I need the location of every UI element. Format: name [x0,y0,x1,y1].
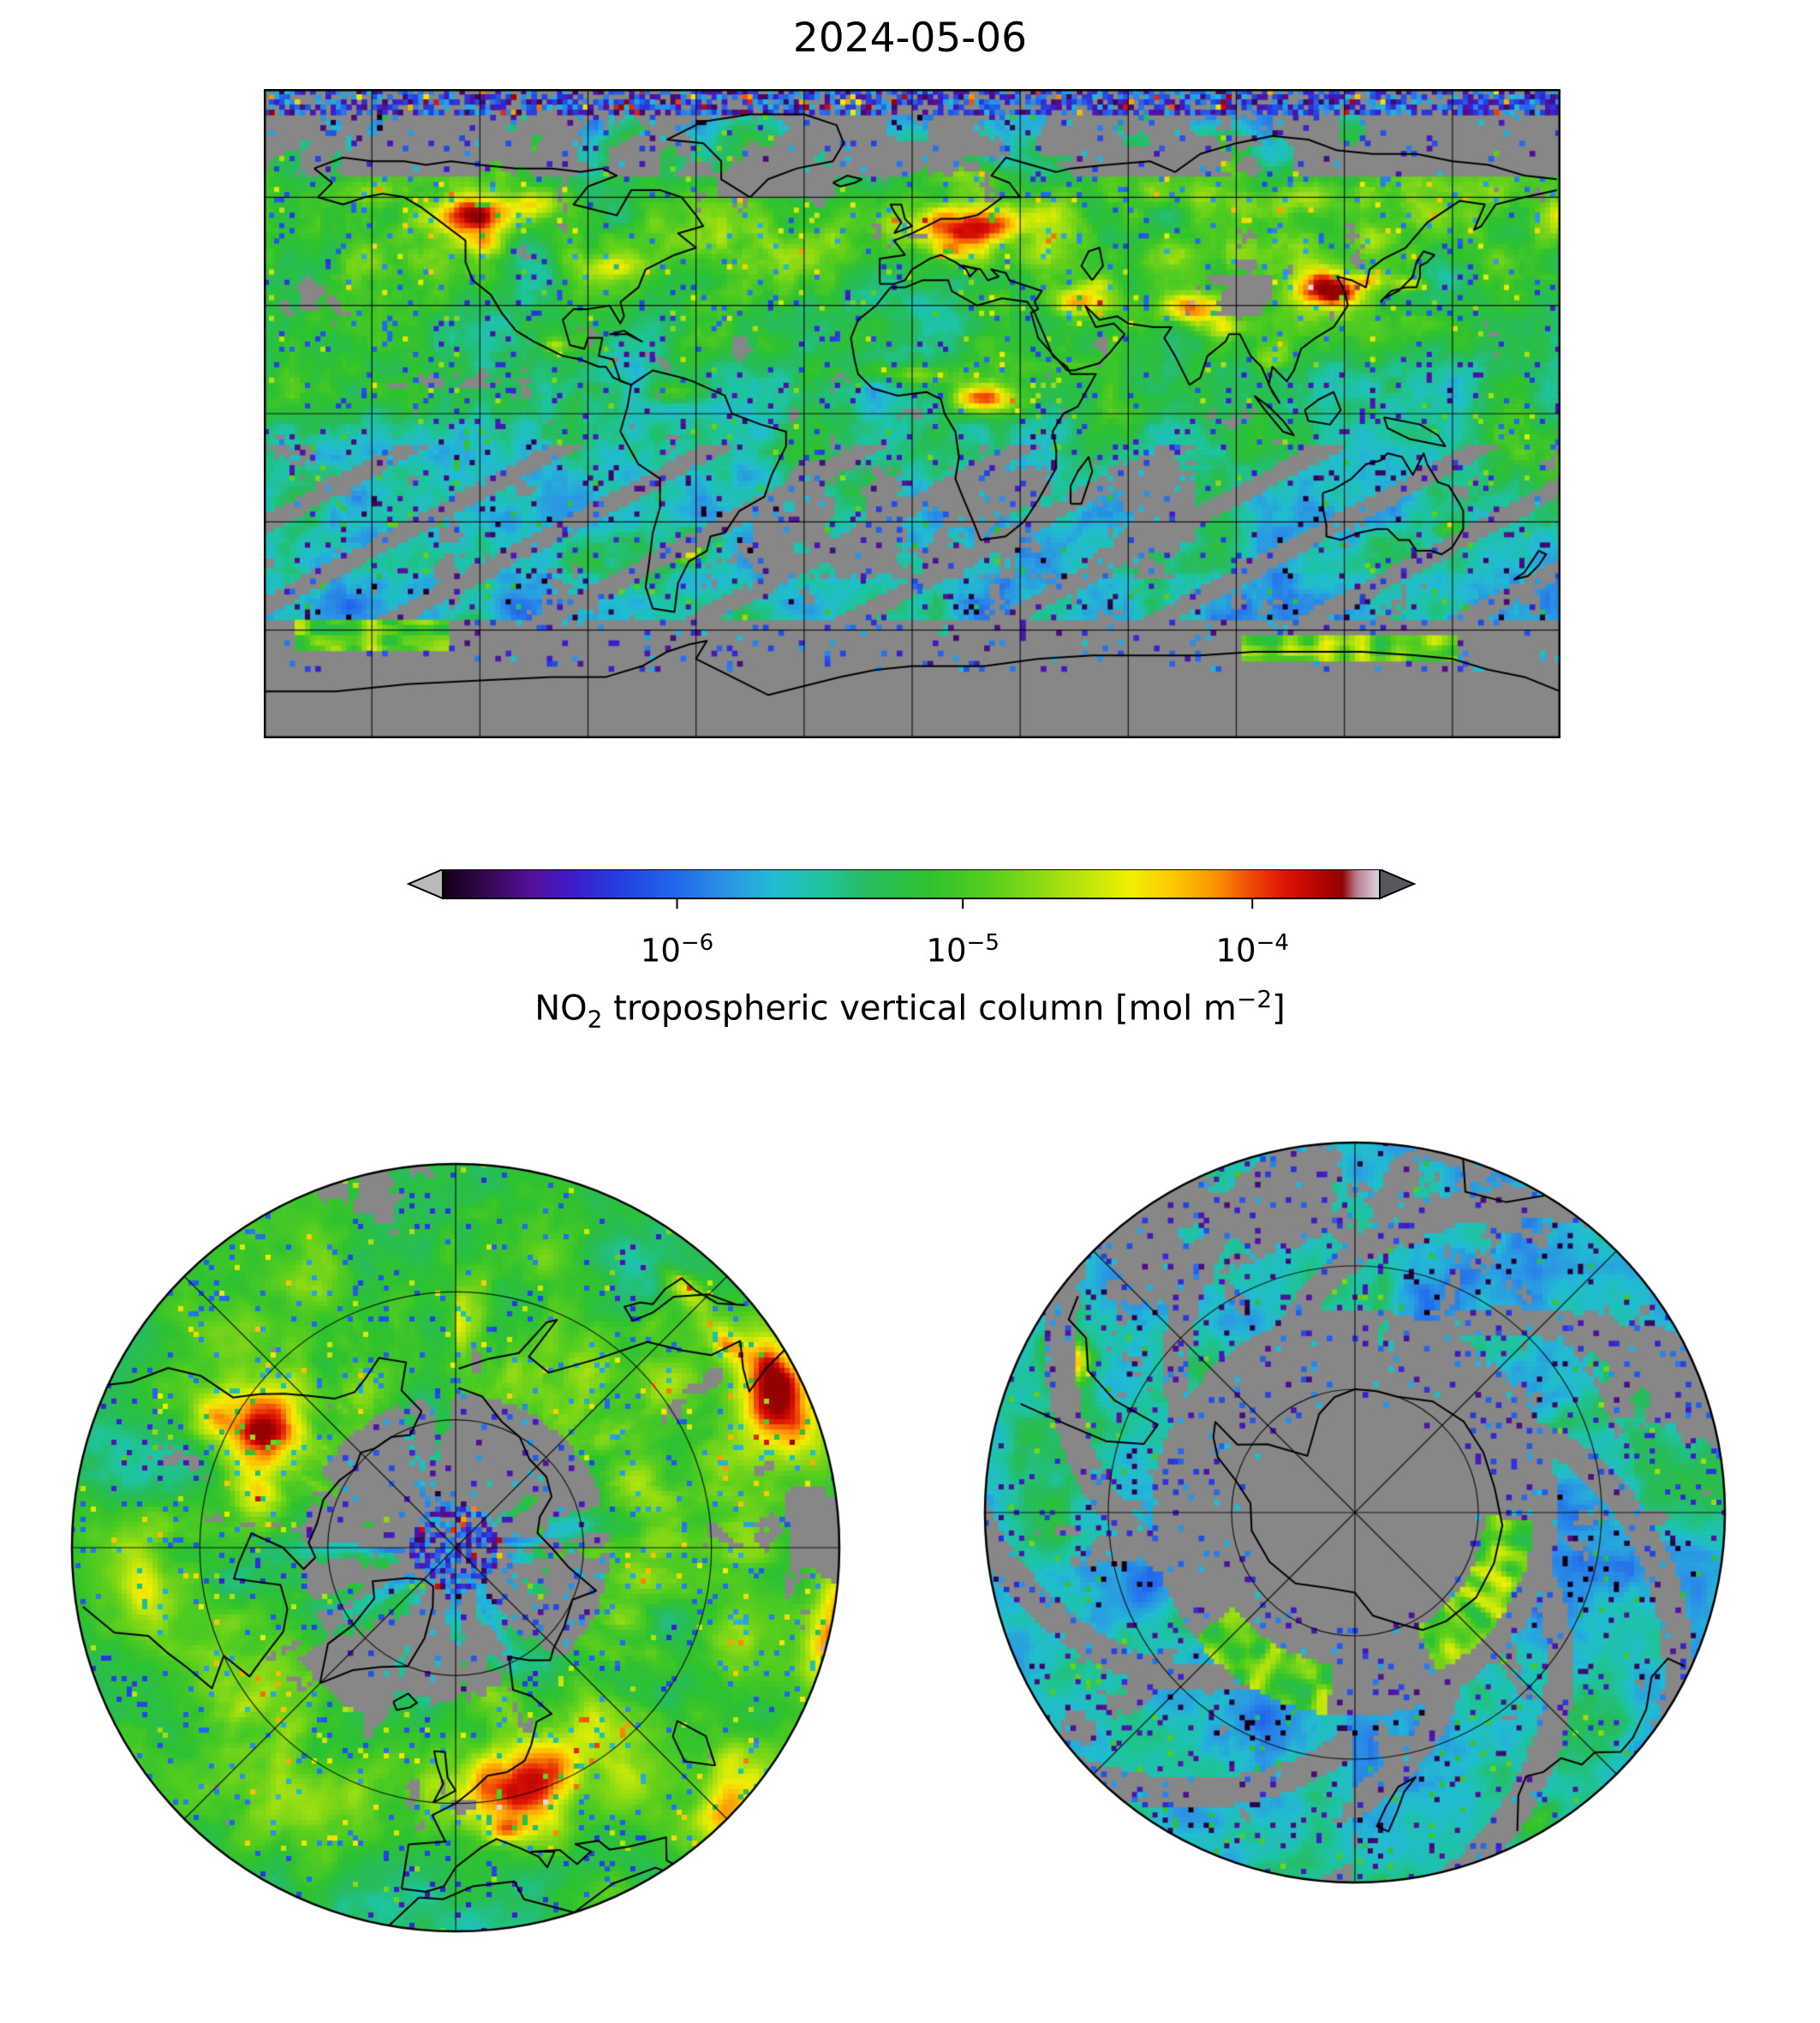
south-polar-map-panel [983,1141,1727,1884]
tick-base: 10 [640,932,681,970]
colorbar-tick-1e-4: 10−4 [1215,930,1288,969]
tick-exponent: −6 [680,930,714,956]
label-text: ] [1272,988,1286,1029]
label-text: NO [534,988,588,1029]
colorbar-over-arrow [1379,869,1417,900]
north-polar-map-canvas [70,1162,841,1933]
label-text: tropospheric vertical column [mol m [602,988,1237,1029]
colorbar-tick-1e-5: 10−5 [926,930,999,969]
global-map-canvas [264,89,1560,738]
colorbar-label: NO2 tropospheric vertical column [mol m−… [0,985,1820,1033]
tick-exponent: −4 [1256,930,1289,956]
colorbar [406,869,1417,909]
south-polar-map-canvas [983,1141,1727,1884]
tick-exponent: −5 [966,930,1000,956]
label-superscript: −2 [1236,985,1273,1013]
colorbar-gradient-bar [442,869,1381,899]
global-map-panel [264,89,1560,738]
tick-base: 10 [1215,932,1256,970]
colorbar-tickmarks [676,898,1254,909]
tick-base: 10 [926,932,967,970]
label-subscript: 2 [587,1005,603,1034]
colorbar-tick-1e-6: 10−6 [641,930,713,969]
north-polar-map-panel [70,1162,841,1933]
figure-title: 2024-05-06 [792,15,1028,62]
colorbar-under-arrow [406,869,444,900]
